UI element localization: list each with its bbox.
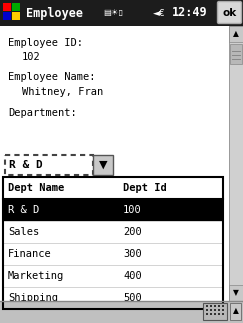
Text: ▤☀▯: ▤☀▯ [103,8,123,17]
Text: Employee: Employee [26,6,83,19]
Text: 300: 300 [123,249,142,259]
Text: 200: 200 [123,227,142,237]
Text: ok: ok [222,8,237,18]
Bar [3,177,223,199]
Text: Employee Name:: Employee Name: [8,72,95,82]
Bar [206,313,208,315]
Bar [12,3,20,11]
Bar [3,177,223,309]
Text: Shipping: Shipping [8,293,58,303]
Text: Sales: Sales [8,227,39,237]
Bar [206,305,208,307]
Bar [214,309,216,311]
Text: 400: 400 [123,271,142,281]
Bar [0,26,229,301]
Text: 100: 100 [123,205,142,215]
Bar [210,305,212,307]
Bar [229,285,243,301]
Text: R & D: R & D [9,160,43,170]
Bar [222,309,224,311]
Text: R & D: R & D [8,205,39,215]
Text: 102: 102 [22,52,41,62]
Bar [3,199,223,221]
Bar [203,303,227,320]
FancyBboxPatch shape [217,2,242,24]
Text: ▼: ▼ [233,288,239,297]
Bar [222,305,224,307]
Bar [5,155,93,175]
Text: ▲: ▲ [233,29,239,38]
Bar [206,309,208,311]
Text: Finance: Finance [8,249,52,259]
Bar [230,303,241,320]
Bar [3,287,223,309]
Text: 500: 500 [123,293,142,303]
Bar [229,26,243,42]
Text: 12:49: 12:49 [172,6,208,19]
Bar [222,313,224,315]
Text: Department:: Department: [8,108,77,118]
Bar [229,26,243,301]
Bar [3,12,11,20]
Bar [93,155,113,175]
Bar [3,3,11,11]
Text: Marketing: Marketing [8,271,64,281]
Bar [3,221,223,243]
Text: ▼: ▼ [99,160,107,170]
Bar [214,313,216,315]
Text: Employee ID:: Employee ID: [8,38,83,48]
Bar [0,0,243,26]
Bar [218,313,220,315]
Text: Whitney, Fran: Whitney, Fran [22,87,103,97]
Bar [218,309,220,311]
Bar [3,243,223,265]
Bar [12,12,20,20]
Bar [218,305,220,307]
Text: Dept Name: Dept Name [8,183,64,193]
Text: ◄€: ◄€ [153,8,166,17]
Bar [3,265,223,287]
Bar [210,313,212,315]
Bar [0,301,243,323]
Bar [230,44,242,64]
Text: Dept Id: Dept Id [123,183,167,193]
Bar [214,305,216,307]
Text: ▲: ▲ [233,307,238,316]
Bar [210,309,212,311]
